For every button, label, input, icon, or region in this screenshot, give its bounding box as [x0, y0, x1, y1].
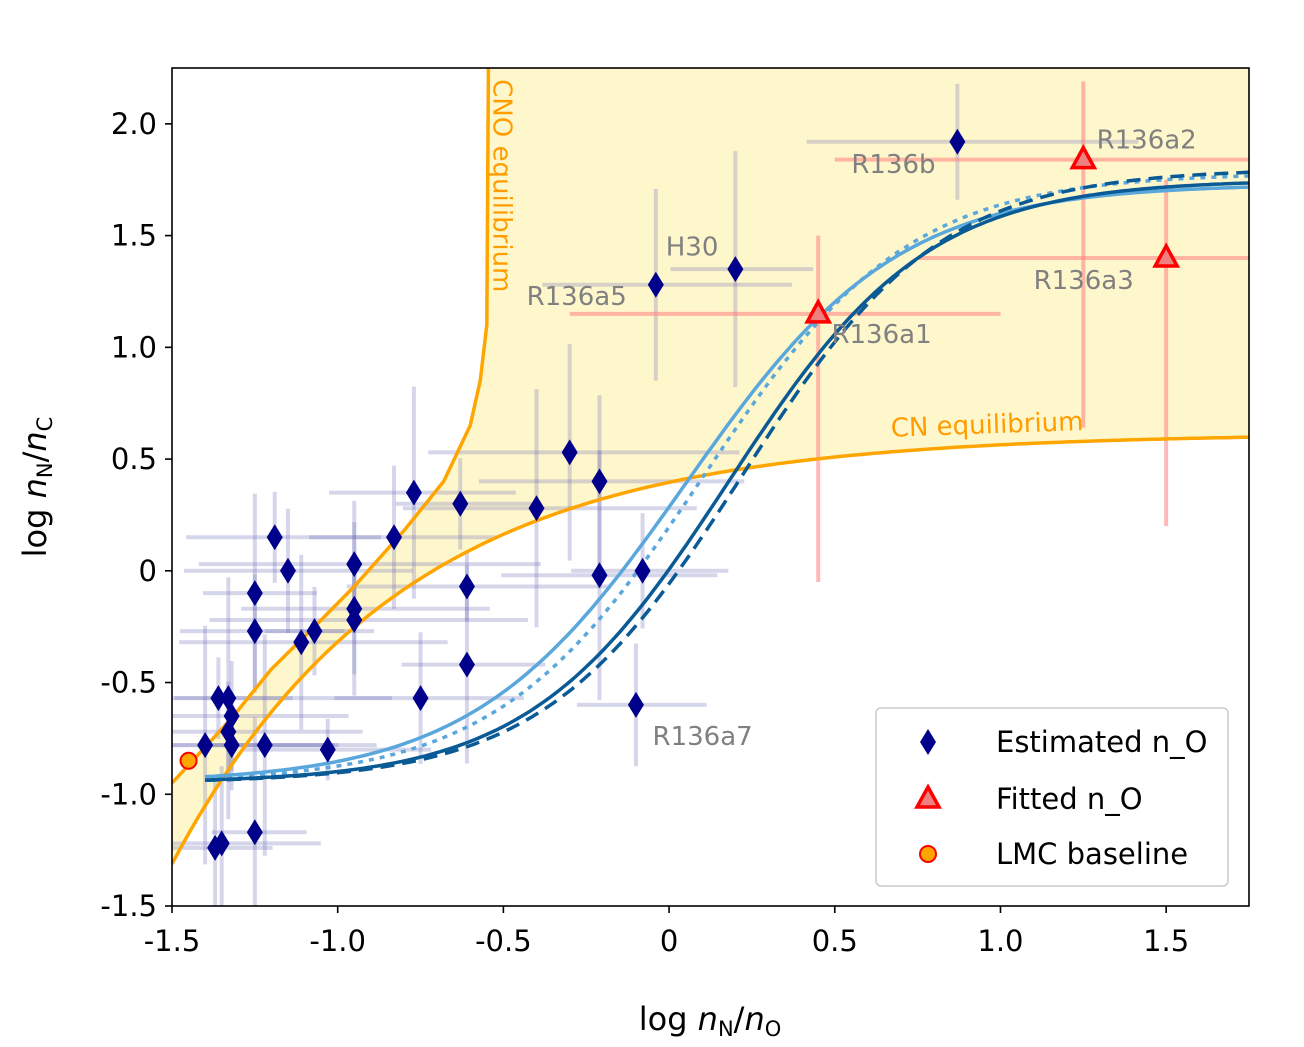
- cno-equilibrium-curve: [172, 68, 491, 785]
- y-tick-label: 2.0: [111, 107, 157, 141]
- estimated-marker: [197, 732, 214, 759]
- star-annotation: R136a1: [831, 320, 931, 350]
- legend-label: Estimated n_O: [996, 725, 1207, 759]
- estimated-marker: [223, 703, 240, 730]
- estimated-marker: [256, 732, 273, 759]
- legend-marker-fitted: [914, 783, 942, 809]
- y-axis-label: log nN/nC: [16, 417, 57, 558]
- estimated-marker: [405, 479, 422, 506]
- estimated-marker: [452, 490, 469, 517]
- estimated-marker: [266, 524, 283, 551]
- star-annotation: R136a7: [653, 722, 753, 752]
- estimated-marker: [647, 271, 664, 298]
- y-tick-label: 1.0: [111, 330, 157, 364]
- estimated-marker: [634, 557, 651, 584]
- cno-curve-label: CNO equilibrium: [486, 79, 516, 292]
- legend-marker-lmc: [919, 845, 937, 863]
- x-tick-label: 1.0: [977, 924, 1023, 958]
- estimated-marker: [210, 685, 227, 712]
- y-tick-label: -1.0: [100, 777, 157, 811]
- star-annotation: R136a5: [527, 282, 627, 312]
- estimated-marker: [223, 732, 240, 759]
- legend-label: Fitted n_O: [996, 782, 1143, 816]
- estimated-marker: [246, 580, 263, 607]
- x-tick-label: 0.5: [812, 924, 858, 958]
- model-track: [205, 170, 1249, 783]
- estimated-marker: [386, 524, 403, 551]
- estimated-marker: [727, 256, 744, 283]
- estimated-marker: [561, 439, 578, 466]
- model-track: [205, 181, 1249, 782]
- estimated-marker: [591, 562, 608, 589]
- estimated-marker: [528, 495, 545, 522]
- x-tick-label: 1.5: [1143, 924, 1189, 958]
- plot-area: R136a2 R136b H30 R136a5 R136a3 R136a1 R136a7 CN…: [172, 68, 1249, 906]
- lmc-baseline-marker: [179, 751, 198, 770]
- model-track: [204, 185, 1249, 779]
- estimated-marker: [949, 128, 966, 155]
- legend-label: LMC baseline: [996, 837, 1188, 871]
- estimated-marker: [319, 736, 336, 763]
- y-tick-label: 1.5: [111, 219, 157, 253]
- plot-frame: [171, 67, 1250, 907]
- estimated-marker: [346, 606, 363, 633]
- estimated-marker: [246, 819, 263, 846]
- estimated-marker: [279, 557, 296, 584]
- legend-box: [875, 707, 1229, 887]
- star-annotation: R136a3: [1034, 266, 1134, 296]
- star-annotation: R136a2: [1097, 125, 1197, 155]
- estimated-marker: [246, 618, 263, 645]
- x-tick-label: -1.5: [144, 924, 201, 958]
- fitted-marker: [804, 298, 833, 324]
- estimated-marker: [412, 685, 429, 712]
- estimated-marker: [213, 830, 230, 857]
- star-annotation: H30: [666, 233, 719, 263]
- y-tick-label: 0: [139, 554, 157, 588]
- estimated-marker: [591, 468, 608, 495]
- axes: -1.5 -1.0 -0.5 0 0.5 1.0 1.5 -1.5 -1.0 -0.5 0 0.5 1.…: [100, 107, 1189, 958]
- fitted-marker: [1152, 242, 1181, 268]
- cn-curve-label: CN equilibrium: [890, 407, 1084, 444]
- y-tick-label: -1.5: [100, 889, 157, 923]
- star-annotation: R136b: [851, 150, 935, 180]
- x-tick-label: 0: [660, 924, 678, 958]
- x-tick-label: -1.0: [309, 924, 366, 958]
- legend-marker-estimated: [920, 729, 936, 755]
- estimated-marker: [458, 651, 475, 678]
- x-axis-label: log nN/nO: [639, 1000, 782, 1041]
- estimated-marker: [306, 618, 323, 645]
- model-track: [205, 174, 1249, 781]
- estimated-marker: [293, 629, 310, 656]
- y-tick-label: -0.5: [100, 666, 157, 700]
- y-tick-label: 0.5: [111, 442, 157, 476]
- x-tick-label: -0.5: [475, 924, 532, 958]
- estimated-marker: [458, 573, 475, 600]
- legend: Estimated n_O Fitted n_O LMC baseline: [875, 707, 1229, 887]
- fitted-marker: [1069, 143, 1098, 170]
- estimated-marker: [627, 691, 644, 718]
- estimated-marker: [346, 551, 363, 578]
